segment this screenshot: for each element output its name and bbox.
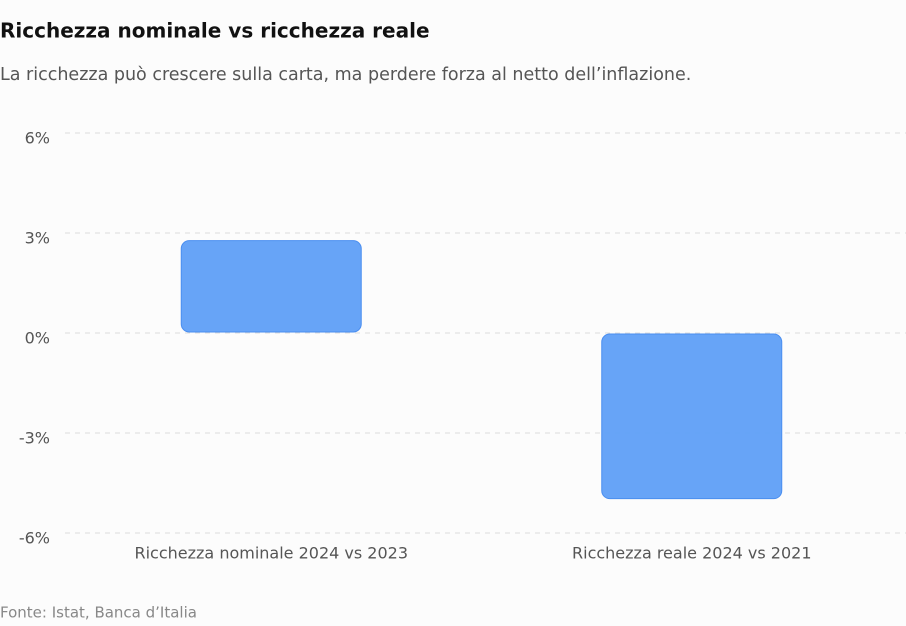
y-tick-label: -6% xyxy=(19,529,50,548)
bar xyxy=(601,333,783,500)
bar xyxy=(180,240,362,333)
x-tick-label: Ricchezza nominale 2024 vs 2023 xyxy=(134,544,408,563)
y-tick-label: 6% xyxy=(25,129,50,148)
source-note: Fonte: Istat, Banca d’Italia xyxy=(0,604,197,622)
y-tick-label: -3% xyxy=(19,429,50,448)
y-tick-label: 0% xyxy=(25,329,50,348)
y-tick-label: 3% xyxy=(25,229,50,248)
chart-title: Ricchezza nominale vs ricchezza reale xyxy=(0,19,430,43)
chart-subtitle: La ricchezza può crescere sulla carta, m… xyxy=(0,65,691,85)
x-tick-label: Ricchezza reale 2024 vs 2021 xyxy=(572,544,812,563)
